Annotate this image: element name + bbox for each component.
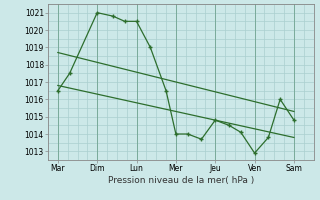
X-axis label: Pression niveau de la mer( hPa ): Pression niveau de la mer( hPa )	[108, 176, 254, 185]
